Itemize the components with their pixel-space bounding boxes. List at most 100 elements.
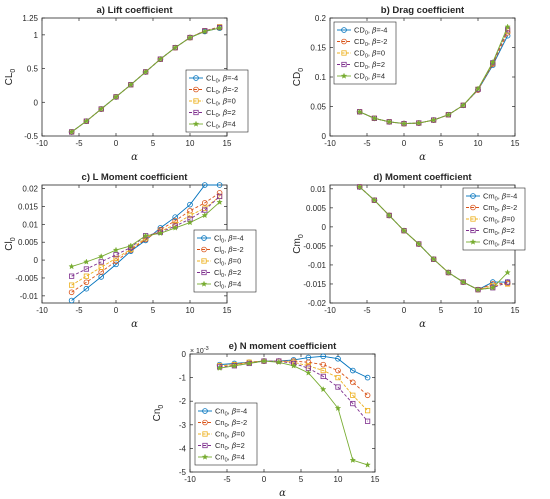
series-4 bbox=[356, 183, 511, 293]
chart-title: c) L Moment coefficient bbox=[82, 172, 189, 183]
data-point bbox=[349, 456, 356, 463]
data-point bbox=[335, 384, 341, 390]
legend-subscript: 0 bbox=[495, 208, 498, 214]
legend-subscript: 0 bbox=[495, 197, 498, 203]
data-point bbox=[113, 261, 119, 268]
legend-separator: , bbox=[368, 49, 372, 58]
series-4 bbox=[356, 23, 511, 127]
legend-marker bbox=[201, 453, 209, 460]
legend-beta-equals: = bbox=[236, 430, 241, 439]
x-axis-label: α bbox=[279, 488, 286, 499]
legend-beta-equals: = bbox=[236, 418, 241, 427]
x-tick-label: 10 bbox=[474, 139, 483, 148]
data-point bbox=[386, 118, 393, 125]
legend-marker bbox=[341, 38, 347, 45]
x-tick-label: 0 bbox=[402, 139, 407, 148]
legend-beta-symbol: β bbox=[227, 280, 233, 289]
legend-entry: CL0, β=4 bbox=[206, 120, 236, 131]
x-axis-label: α bbox=[419, 152, 426, 163]
legend-subscript: 0 bbox=[225, 458, 228, 464]
data-point bbox=[489, 284, 496, 291]
legend-entry: Cn0, β=4 bbox=[215, 453, 245, 464]
x-tick-label: -5 bbox=[363, 306, 371, 315]
y-tick-label: -0.005 bbox=[15, 274, 38, 283]
legend-beta-value: 2 bbox=[241, 441, 245, 450]
exponent-power: -3 bbox=[204, 346, 209, 352]
data-point bbox=[504, 269, 511, 276]
data-point bbox=[69, 273, 75, 279]
x-tick-label: 0 bbox=[402, 306, 407, 315]
data-point bbox=[320, 386, 327, 393]
legend-beta-equals: = bbox=[506, 203, 511, 212]
data-point bbox=[157, 229, 164, 236]
data-point bbox=[364, 461, 371, 468]
data-point bbox=[335, 374, 341, 381]
legend-marker bbox=[341, 27, 347, 33]
y-tick-label: 0 bbox=[322, 132, 327, 141]
data-point bbox=[98, 259, 104, 265]
legend-beta-value: 4 bbox=[381, 72, 385, 81]
y-tick-label: 0.5 bbox=[27, 65, 39, 74]
data-point bbox=[142, 68, 149, 75]
y-tick-label: -0.02 bbox=[308, 299, 327, 308]
data-point bbox=[349, 367, 356, 374]
legend-beta-equals: = bbox=[376, 72, 381, 81]
data-point bbox=[290, 362, 297, 369]
legend-entry: CD0, β=-4 bbox=[354, 26, 387, 37]
y-tick-label: -0.01 bbox=[20, 292, 39, 301]
series-line bbox=[71, 196, 220, 277]
data-point bbox=[320, 353, 327, 360]
data-point bbox=[305, 359, 312, 366]
chart-3: d) Moment coefficient -10 -5 0 5 10 15 -0.02 -0.… bbox=[292, 172, 526, 330]
legend-series-name: CL bbox=[206, 85, 216, 94]
y-tick-label: 0 bbox=[322, 223, 327, 232]
series-line bbox=[219, 360, 368, 422]
legend-separator: , bbox=[228, 418, 232, 427]
y-axis-label-main: CL bbox=[4, 72, 15, 85]
y-tick-label: 0 bbox=[34, 256, 39, 265]
legend-separator: , bbox=[498, 238, 502, 247]
legend-separator: , bbox=[224, 268, 228, 277]
legend-series-name: CL bbox=[206, 97, 216, 106]
legend-separator: , bbox=[228, 430, 232, 439]
legend-marker bbox=[470, 227, 476, 234]
legend-beta-value: 0 bbox=[381, 49, 385, 58]
data-point bbox=[364, 418, 371, 424]
legend-marker bbox=[341, 61, 347, 68]
data-point bbox=[430, 116, 437, 123]
legend-beta-symbol: β bbox=[501, 238, 507, 247]
data-point bbox=[68, 297, 75, 304]
data-point bbox=[113, 252, 119, 258]
data-point bbox=[83, 273, 89, 279]
legend-series-name: CL bbox=[206, 74, 216, 83]
data-point bbox=[356, 183, 363, 190]
data-point bbox=[157, 55, 164, 62]
legend-beta-symbol: β bbox=[222, 97, 228, 106]
legend-series-name: CD bbox=[354, 37, 365, 46]
x-tick-label: 5 bbox=[151, 306, 156, 315]
data-point bbox=[356, 108, 363, 115]
data-point bbox=[364, 374, 371, 381]
legend-beta-value: 2 bbox=[237, 268, 241, 277]
legend-beta-equals: = bbox=[233, 234, 238, 243]
legend-marker bbox=[201, 235, 207, 241]
data-point bbox=[504, 279, 511, 285]
data-point bbox=[460, 101, 467, 109]
legend-beta-value: 2 bbox=[232, 108, 236, 117]
y-axis-label: Cn0 bbox=[152, 405, 165, 422]
legend-beta-value: 4 bbox=[237, 280, 241, 289]
legend-marker bbox=[202, 442, 208, 449]
x-tick-label: -5 bbox=[363, 139, 371, 148]
chart-0: a) Lift coefficient -10 -5 0 5 10 15 -0.5 0 0.5 1 1… bbox=[4, 5, 249, 163]
legend-marker bbox=[470, 193, 476, 199]
y-axis-label-sub: 0 bbox=[298, 234, 305, 238]
data-point bbox=[202, 182, 208, 188]
exponent-base: × 10 bbox=[190, 348, 204, 355]
y-tick-label: -4 bbox=[179, 444, 187, 453]
legend-subscript: 0 bbox=[365, 65, 368, 71]
legend-beta-value: -2 bbox=[232, 85, 239, 94]
legend-subscript: 0 bbox=[495, 220, 498, 226]
data-point bbox=[216, 364, 223, 371]
